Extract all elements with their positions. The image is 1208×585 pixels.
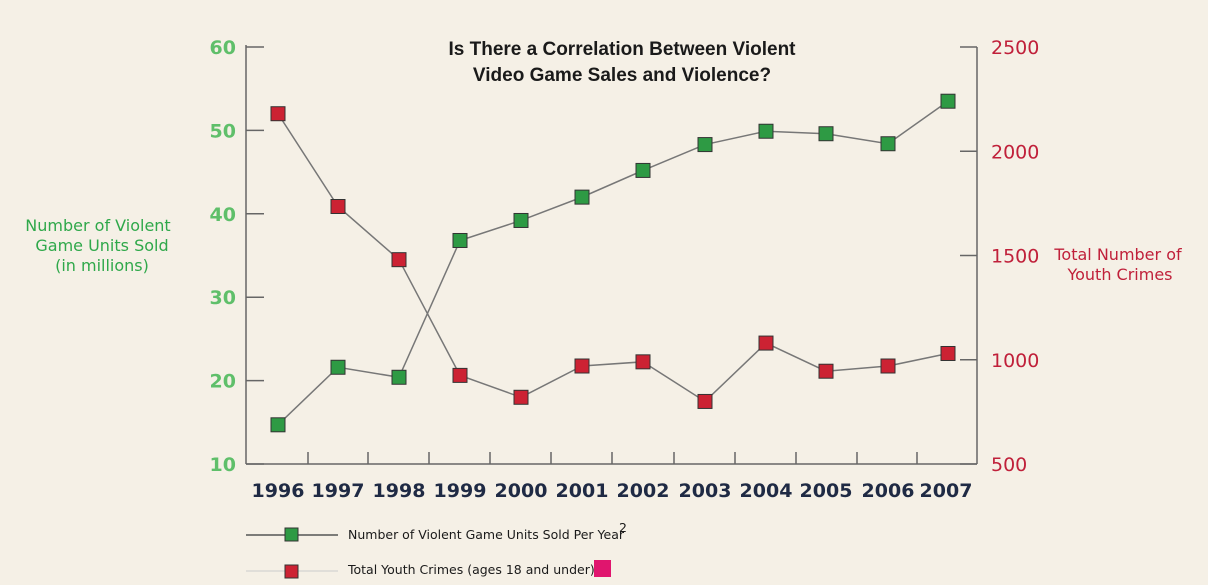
x-tick-label: 2003: [679, 480, 732, 502]
chart-title-line-2: Video Game Sales and Violence?: [473, 65, 771, 86]
right-tick-label: 2500: [991, 37, 1039, 59]
legend-label-crimes: Total Youth Crimes (ages 18 and under): [347, 562, 595, 577]
legend-label-games: Number of Violent Game Units Sold Per Ye…: [348, 527, 625, 542]
game-units-point: [574, 189, 590, 205]
x-tick-label: 2001: [556, 480, 609, 502]
left-tick-label: 20: [210, 371, 236, 393]
right-tick-label: 500: [991, 454, 1027, 476]
right-axis-label-line-2: Youth Crimes: [1066, 265, 1172, 284]
x-tick-label: 2005: [800, 480, 853, 502]
right-axis-label: Total Number of Youth Crimes: [1053, 245, 1182, 284]
youth-crimes-point: [758, 335, 774, 351]
x-tick-label: 1998: [373, 480, 426, 502]
left-tick-label: 40: [210, 204, 236, 226]
legend: Number of Violent Game Units Sold Per Ye…: [246, 520, 627, 579]
game-units-point: [635, 162, 651, 178]
youth-crimes-point: [270, 106, 286, 122]
x-tick-label: 2007: [920, 480, 973, 502]
right-axis-ticks: 500 1000 1500 2000 2500: [960, 37, 1039, 476]
youth-crimes-point: [818, 363, 834, 379]
youth-crimes-point: [452, 367, 468, 383]
left-axis-label: Number of Violent Game Units Sold (in mi…: [25, 216, 170, 275]
youth-crimes-point: [697, 393, 713, 409]
youth-crimes-point: [391, 252, 407, 268]
game-units-point: [758, 123, 774, 139]
game-units-point: [330, 359, 346, 375]
game-units-point: [880, 136, 896, 152]
series-line-1: [277, 113, 949, 403]
youth-crimes-point: [574, 358, 590, 374]
youth-crimes-point: [330, 199, 346, 215]
youth-crimes-point: [940, 345, 956, 361]
x-tick-label: 2006: [862, 480, 915, 502]
x-axis-ticks: 1996 1997 1998 1999 2000 2001 2002 2003 2004 2005…: [252, 452, 973, 502]
left-tick-label: 30: [210, 287, 236, 309]
legend-extra-swatch: [594, 560, 611, 577]
x-tick-label: 1997: [312, 480, 365, 502]
game-units-point: [452, 232, 468, 248]
x-tick-label: 2000: [495, 480, 548, 502]
x-tick-label: 2002: [617, 480, 670, 502]
youth-crimes-point: [880, 358, 896, 374]
right-tick-label: 1500: [991, 246, 1039, 268]
game-units-point: [818, 126, 834, 142]
series-layer: [270, 93, 956, 433]
game-units-point: [270, 417, 286, 433]
game-units-point: [513, 212, 529, 228]
youth-crimes-point: [513, 389, 529, 405]
left-tick-label: 10: [210, 454, 236, 476]
left-axis-label-line-2: Game Units Sold: [35, 236, 168, 255]
left-axis-label-line-1: Number of Violent: [25, 216, 170, 235]
x-tick-label: 1996: [252, 480, 305, 502]
left-tick-label: 60: [210, 37, 236, 59]
series-line-0: [277, 100, 949, 426]
legend-label-games-superscript: 2: [619, 520, 627, 535]
x-tick-label: 2004: [740, 480, 793, 502]
game-units-point: [391, 369, 407, 385]
game-units-point: [697, 137, 713, 153]
right-axis-label-line-1: Total Number of: [1053, 245, 1182, 264]
legend-marker-games: [284, 527, 299, 542]
youth-crimes-point: [635, 354, 651, 370]
game-units-point: [940, 93, 956, 109]
x-tick-label: 1999: [434, 480, 487, 502]
left-axis-ticks: 10 20 30 40 50 60: [210, 37, 264, 476]
legend-marker-crimes: [284, 564, 299, 579]
right-tick-label: 1000: [991, 350, 1039, 372]
chart-title-line-1: Is There a Correlation Between Violent: [448, 39, 796, 60]
left-axis-label-line-3: (in millions): [55, 256, 149, 275]
left-tick-label: 50: [210, 120, 236, 142]
right-tick-label: 2000: [991, 141, 1039, 163]
